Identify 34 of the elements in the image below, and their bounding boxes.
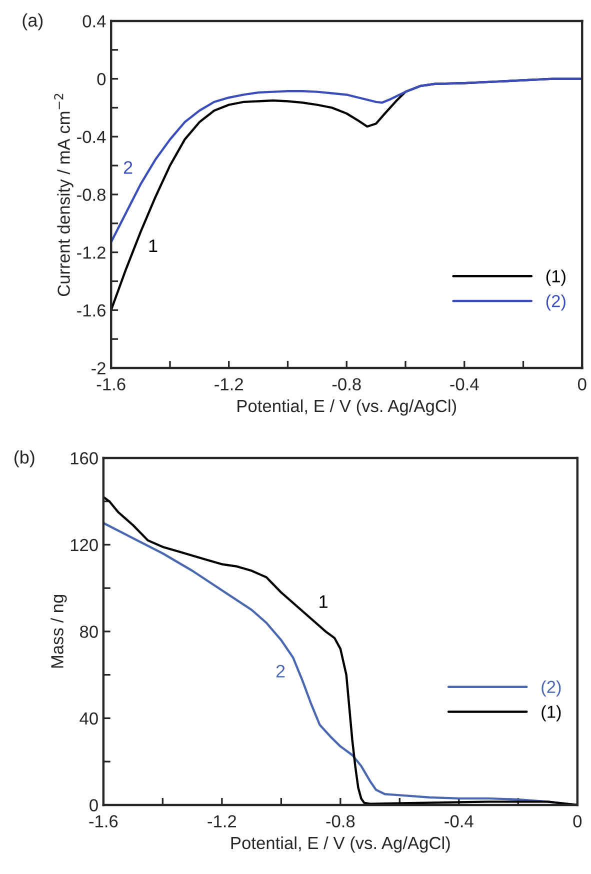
x-tick-label: -0.8 [332,378,361,390]
x-tick-label: -1.2 [214,378,243,390]
annotation: 2 [276,664,285,678]
y-tick-label: 0.4 [82,15,106,28]
y-tick-label: 0 [90,799,98,812]
y-tick-label: -0.4 [77,130,106,144]
y-axis-title: Mass / ng [50,594,67,668]
x-axis-title: Potential, E / V (vs. Ag/AgCl) [231,836,450,853]
y-tick-label: 0 [97,72,106,86]
y-tick-label: -1.2 [77,246,106,259]
legend-label: (1) [542,705,561,722]
y-axis-title: Current density / mA cm$^{−2}$ [54,94,74,296]
y-tick-label: 80 [80,626,98,638]
x-tick-label: -1.2 [208,815,236,828]
chart-title: (a) [22,13,43,30]
y-tick-label: 160 [70,452,98,464]
x-tick-label: -0.4 [444,815,474,828]
x-tick-label: -0.4 [450,378,479,390]
x-tick-label: -0.8 [326,815,355,828]
chart-title: (b) [14,450,34,468]
legend-label: (2) [542,680,561,697]
x-axis-title: Potential, E / V (vs. Ag/AgCl) [238,399,456,416]
y-tick-label: 120 [70,538,98,552]
legend-label: (2) [546,294,566,311]
x-tick-label: 0 [573,815,582,828]
y-tick-label: -0.8 [77,188,106,201]
annotation: 1 [320,595,328,608]
y-tick-label: -1.6 [77,304,106,317]
annotation: 1 [149,240,158,252]
annotation: 2 [124,161,132,174]
y-tick-label: 40 [80,712,98,725]
y-tick-label: -2 [92,362,106,374]
legend-label: (1) [546,270,566,286]
x-tick-label: 0 [578,378,586,390]
